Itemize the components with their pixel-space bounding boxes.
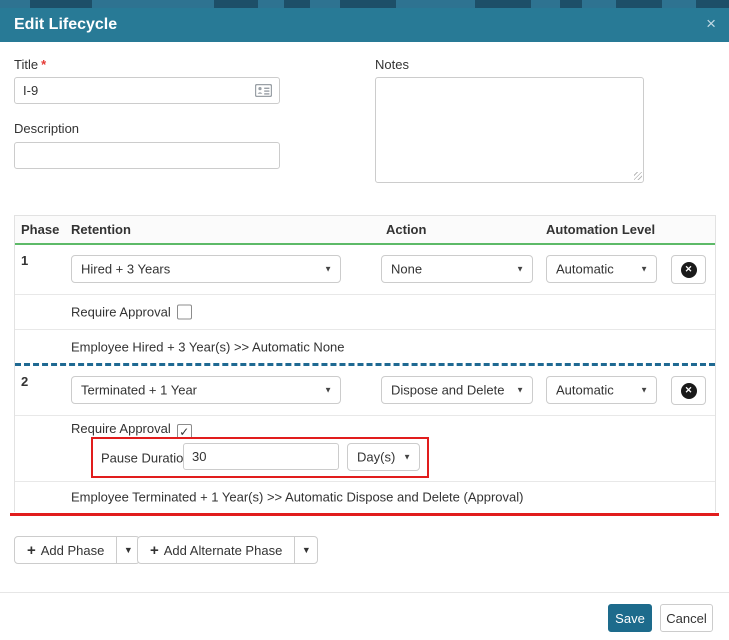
plus-icon: + xyxy=(150,541,159,559)
phase-number: 2 xyxy=(21,374,29,389)
require-approval-checkbox[interactable] xyxy=(176,304,192,320)
chevron-down-icon: ▼ xyxy=(324,264,332,274)
required-asterisk: * xyxy=(41,57,47,72)
chevron-down-icon: ▼ xyxy=(640,264,648,274)
chevron-down-icon: ▼ xyxy=(123,545,133,555)
phase-table-header: Phase Retention Action Automation Level xyxy=(15,216,715,245)
chevron-down-icon: ▼ xyxy=(324,385,332,395)
pause-duration-unit-select[interactable]: Day(s) ▼ xyxy=(347,443,420,471)
phase-1-approval-row: Require Approval xyxy=(15,295,715,330)
require-approval-label: Require Approval xyxy=(71,304,192,320)
pause-duration-input[interactable] xyxy=(183,443,339,470)
background-segment xyxy=(340,0,396,8)
require-approval-text: Require Approval xyxy=(71,421,171,436)
description-label: Description xyxy=(14,121,80,136)
annotation-pause-duration-highlight: Pause Duration Day(s) ▼ xyxy=(91,437,429,478)
pause-duration-label: Pause Duration xyxy=(101,450,191,465)
retention-select[interactable]: Terminated + 1 Year ▼ xyxy=(71,376,341,404)
retention-select-value: Hired + 3 Years xyxy=(81,261,171,277)
phase-row-2: 2 Terminated + 1 Year ▼ Dispose and Dele… xyxy=(15,366,715,416)
phase-summary-text: Employee Terminated + 1 Year(s) >> Autom… xyxy=(71,489,524,505)
phase-2-approval-row: Require Approval ✓ Pause Duration Day(s) … xyxy=(15,416,715,482)
phase-summary-text: Employee Hired + 3 Year(s) >> Automatic … xyxy=(71,339,345,354)
chevron-down-icon: ▼ xyxy=(301,545,311,555)
save-button[interactable]: Save xyxy=(608,604,652,632)
background-segment xyxy=(696,0,729,8)
chevron-down-icon: ▼ xyxy=(640,385,648,395)
retention-select[interactable]: Hired + 3 Years ▼ xyxy=(71,255,341,283)
delete-phase-button[interactable]: ✕ xyxy=(671,255,706,284)
background-segment xyxy=(284,0,310,8)
column-header-phase: Phase xyxy=(21,222,60,237)
column-header-retention: Retention xyxy=(71,222,131,237)
automation-select-value: Automatic xyxy=(556,261,614,277)
automation-select[interactable]: Automatic ▼ xyxy=(546,376,657,404)
chevron-down-icon: ▼ xyxy=(516,385,524,395)
add-phase-split-button: + Add Phase ▼ xyxy=(14,536,141,564)
phase-table: Phase Retention Action Automation Level … xyxy=(14,215,716,512)
action-select[interactable]: Dispose and Delete ▼ xyxy=(381,376,533,404)
action-select-value: None xyxy=(391,261,423,277)
action-select[interactable]: None ▼ xyxy=(381,255,533,283)
chevron-down-icon: ▼ xyxy=(403,452,411,462)
title-label: Title * xyxy=(14,57,46,72)
delete-circle-x-icon: ✕ xyxy=(680,261,697,278)
delete-circle-x-icon: ✕ xyxy=(680,382,697,399)
add-phase-label: Add Phase xyxy=(40,542,105,558)
add-alternate-phase-split-button: + Add Alternate Phase ▼ xyxy=(137,536,319,564)
plus-icon: + xyxy=(27,541,36,559)
description-input[interactable] xyxy=(14,142,280,169)
resize-handle-icon[interactable] xyxy=(634,172,642,180)
phase-2-summary-row: Employee Terminated + 1 Year(s) >> Autom… xyxy=(15,482,715,512)
delete-phase-button[interactable]: ✕ xyxy=(671,376,706,405)
require-approval-text: Require Approval xyxy=(71,304,171,320)
phase-divider-dashed xyxy=(15,363,715,366)
background-segment xyxy=(616,0,662,8)
require-approval-checkbox-checked[interactable]: ✓ xyxy=(176,424,192,439)
column-header-action: Action xyxy=(386,222,427,237)
close-icon[interactable]: × xyxy=(706,14,716,33)
title-label-text: Title xyxy=(14,57,39,72)
add-alternate-phase-button[interactable]: + Add Alternate Phase xyxy=(137,536,296,564)
cancel-button[interactable]: Cancel xyxy=(660,604,713,632)
modal-title: Edit Lifecycle xyxy=(14,16,118,33)
background-segment xyxy=(560,0,582,8)
add-phase-button[interactable]: + Add Phase xyxy=(14,536,118,564)
background-segment xyxy=(214,0,258,8)
background-segment xyxy=(475,0,531,8)
phase-1-summary-row: Employee Hired + 3 Year(s) >> Automatic … xyxy=(15,330,715,363)
contact-card-icon xyxy=(255,84,272,97)
retention-select-value: Terminated + 1 Year xyxy=(81,382,197,398)
modal-header: Edit Lifecycle × xyxy=(0,8,729,42)
require-approval-label: Require Approval ✓ xyxy=(71,421,192,439)
column-header-automation: Automation Level xyxy=(546,222,656,237)
annotation-red-underline xyxy=(10,513,719,516)
automation-select[interactable]: Automatic ▼ xyxy=(546,255,657,283)
automation-select-value: Automatic xyxy=(556,382,614,398)
phase-number: 1 xyxy=(21,253,29,268)
add-alternate-phase-label: Add Alternate Phase xyxy=(163,542,283,558)
background-segment xyxy=(30,0,92,8)
add-alternate-phase-dropdown-toggle[interactable]: ▼ xyxy=(294,536,319,564)
background-page-strip xyxy=(0,0,729,8)
action-select-value: Dispose and Delete xyxy=(391,382,505,398)
pause-unit-value: Day(s) xyxy=(357,449,396,465)
chevron-down-icon: ▼ xyxy=(516,264,524,274)
notes-textarea[interactable] xyxy=(375,77,644,183)
title-input[interactable] xyxy=(14,77,280,104)
phase-row-1: 1 Hired + 3 Years ▼ None ▼ Automatic ▼ ✕ xyxy=(15,245,715,295)
notes-label: Notes xyxy=(375,57,409,72)
footer-divider xyxy=(0,592,729,593)
